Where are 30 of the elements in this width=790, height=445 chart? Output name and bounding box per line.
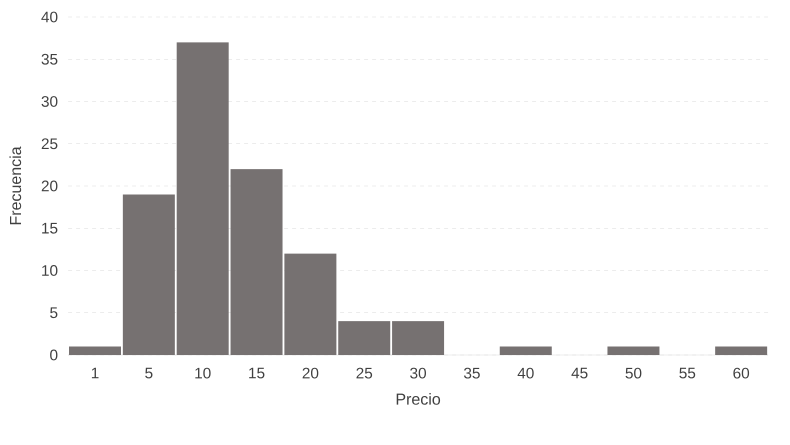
- y-tick-label: 15: [42, 222, 58, 234]
- bar: [392, 321, 444, 355]
- x-tick-label: 10: [195, 368, 211, 379]
- x-tick-label: 60: [733, 368, 750, 379]
- x-tick-label: 20: [302, 368, 318, 379]
- y-tick-label: 40: [41, 12, 58, 22]
- x-tick-label: 30: [410, 368, 426, 379]
- bar: [715, 346, 768, 355]
- x-tick-label: 1: [92, 368, 99, 378]
- x-tick-label: 50: [626, 368, 642, 379]
- bar: [607, 346, 660, 355]
- y-axis-title: Frecuencia: [9, 146, 22, 224]
- y-tick-label: 35: [42, 54, 58, 65]
- y-tick-label: 20: [42, 180, 58, 192]
- bar: [230, 169, 283, 355]
- y-tick-label: 25: [42, 138, 58, 150]
- y-tick-label: 30: [42, 96, 58, 107]
- bar: [500, 346, 552, 355]
- x-tick-label: 5: [145, 368, 152, 378]
- y-tick-label: 5: [50, 307, 58, 318]
- bar: [69, 346, 122, 355]
- x-tick-label: 35: [464, 368, 480, 379]
- x-tick-label: 45: [571, 368, 588, 378]
- x-tick-label: 40: [518, 368, 534, 379]
- x-tick-label: 25: [356, 368, 372, 379]
- y-tick-label: 10: [42, 265, 58, 276]
- x-tick-label: 15: [249, 368, 264, 378]
- x-axis-title: Precio: [396, 393, 440, 405]
- y-tick-label: 0: [50, 350, 58, 360]
- x-tick-label: 55: [679, 368, 696, 378]
